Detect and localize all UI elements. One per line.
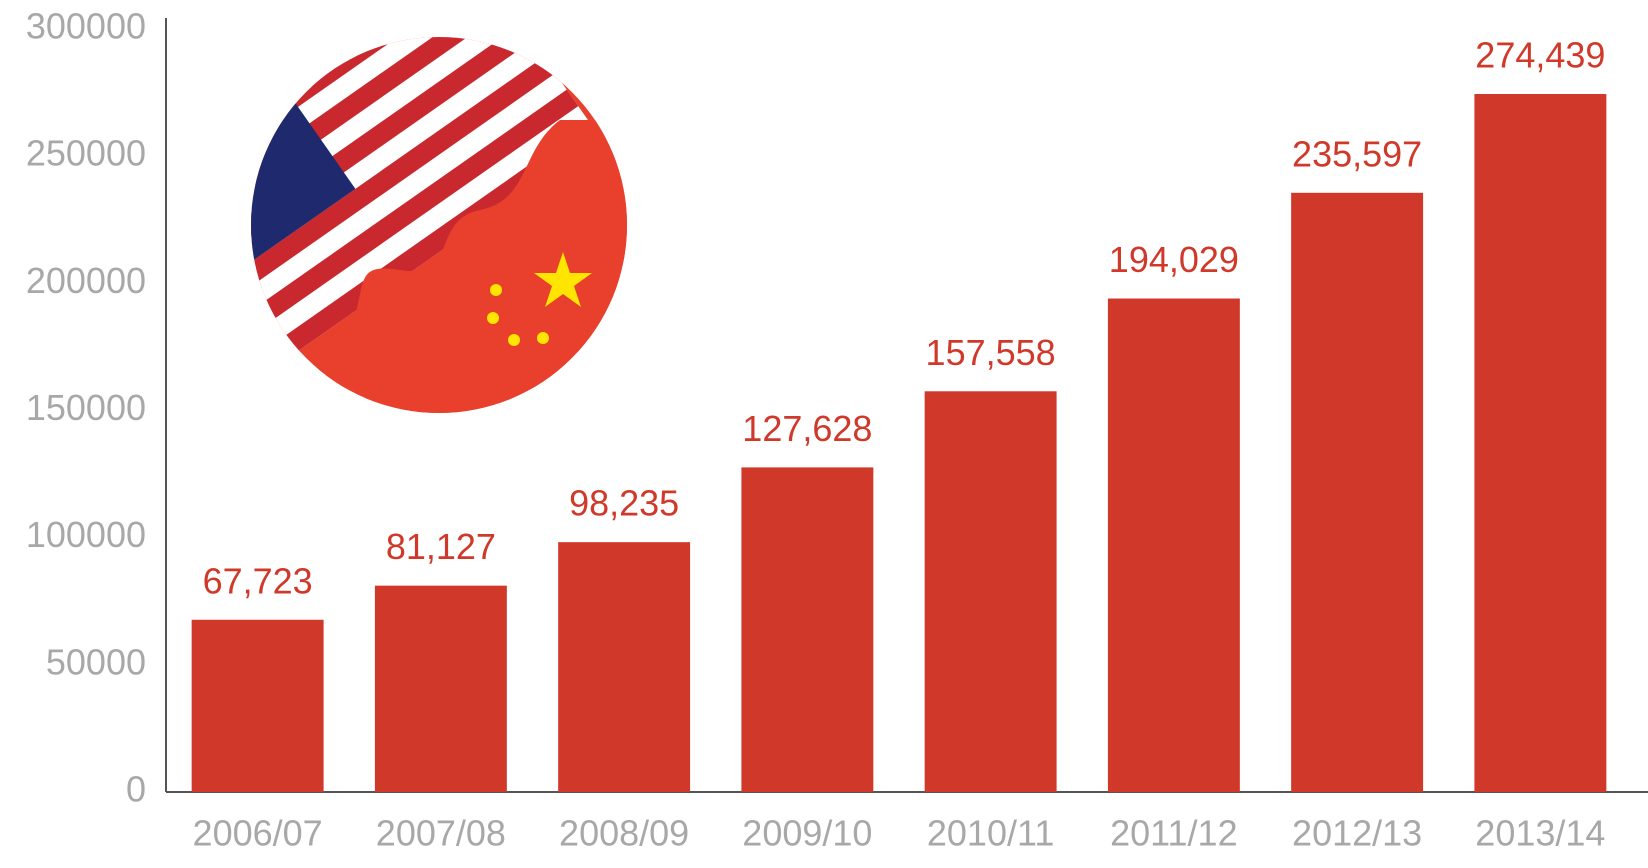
x-tick-label: 2011/12 [1110,813,1237,854]
x-tick-label: 2008/09 [559,813,689,854]
value-label: 235,597 [1292,133,1422,174]
x-tick-label: 2006/07 [193,813,323,854]
y-tick-label: 50000 [46,641,146,682]
value-label: 127,628 [742,408,872,449]
bar [1474,94,1607,793]
bar [741,467,874,792]
value-label: 274,439 [1475,35,1605,76]
x-tick-label: 2009/10 [742,813,872,854]
small-star [508,334,520,346]
y-tick-label: 0 [126,769,146,810]
bar [1291,192,1424,793]
y-tick-label: 250000 [26,133,146,174]
x-tick-label: 2012/13 [1292,813,1422,854]
flag-puzzle-illustration [251,37,627,413]
y-tick-label: 100000 [26,514,146,555]
value-label: 81,127 [386,526,496,567]
value-label: 194,029 [1109,239,1239,280]
y-tick-label: 200000 [26,260,146,301]
value-label: 67,723 [203,560,313,601]
bar [924,391,1057,792]
big-star [534,252,592,307]
small-star [490,284,502,296]
bar [558,542,691,792]
x-tick-label: 2010/11 [927,813,1054,854]
value-label: 98,235 [569,483,679,524]
value-label: 157,558 [926,332,1056,373]
y-tick-label: 300000 [26,6,146,47]
y-tick-label: 150000 [26,387,146,428]
small-star [487,312,499,324]
bar [374,585,507,792]
bar [191,619,324,792]
x-tick-label: 2013/14 [1475,813,1605,854]
small-star [537,332,549,344]
bar [1107,298,1240,792]
x-tick-label: 2007/08 [376,813,506,854]
